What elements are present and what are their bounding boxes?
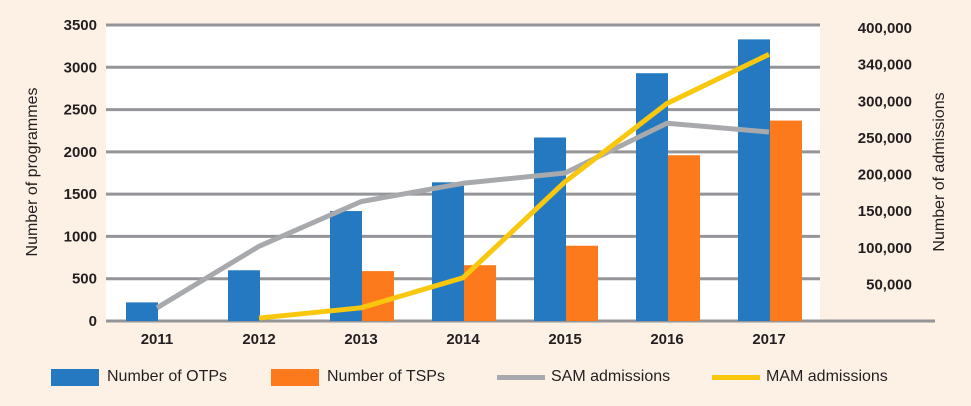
legend-item-sam: SAM admissions: [497, 366, 670, 388]
bar-number-of-otps: [432, 182, 464, 321]
legend: Number of OTPs Number of TSPs SAM admiss…: [0, 366, 971, 388]
bar-number-of-otps: [228, 270, 260, 321]
y-tick-label-left: 1000: [64, 228, 97, 245]
bar-number-of-tsps: [668, 155, 700, 321]
y-tick-label-left: 2500: [64, 102, 97, 119]
y-tick-label-right: 250,000: [858, 130, 912, 147]
bar-number-of-otps: [636, 73, 668, 321]
y-tick-label-right: 100,000: [858, 240, 912, 257]
legend-swatch-tsps: [271, 368, 319, 386]
y-tick-label-right: 200,000: [858, 167, 912, 184]
legend-label-mam: MAM admissions: [766, 368, 888, 385]
x-tick-label: 2016: [650, 331, 683, 348]
x-tick-label: 2013: [344, 331, 377, 348]
x-tick-label: 2017: [752, 331, 785, 348]
bar-number-of-tsps: [770, 120, 802, 322]
legend-item-otps: Number of OTPs: [51, 366, 227, 388]
y-tick-label-right: 300,000: [858, 93, 912, 110]
y-tick-label-left: 500: [72, 271, 97, 288]
bar-number-of-otps: [738, 39, 770, 322]
bar-number-of-tsps: [566, 245, 598, 321]
bar-number-of-tsps: [362, 271, 394, 321]
y-tick-label-left: 2000: [64, 144, 97, 161]
legend-label-otps: Number of OTPs: [107, 368, 228, 385]
y-tick-label-right: 150,000: [858, 203, 912, 220]
x-tick-label: 2015: [548, 331, 581, 348]
line-mam-admissions: [258, 52, 771, 321]
legend-label-sam: SAM admissions: [551, 368, 671, 385]
y-tick-label-left: 1500: [64, 186, 97, 203]
y-tick-label-right: 340,000: [858, 57, 912, 74]
y-tick-label-left: 3000: [64, 59, 97, 76]
legend-swatch-sam: [497, 374, 545, 380]
legend-swatch-mam: [712, 374, 760, 380]
x-tick-label: 2014: [446, 331, 480, 348]
x-tick-label: 2012: [242, 331, 275, 348]
y-tick-label-left: 0: [89, 313, 97, 330]
legend-item-mam: MAM admissions: [712, 366, 888, 388]
y-tick-label-right: 50,000: [866, 276, 912, 293]
legend-label-tsps: Number of TSPs: [327, 368, 445, 385]
legend-item-tsps: Number of TSPs: [271, 366, 445, 388]
bar-number-of-otps: [126, 302, 158, 321]
y-tick-label-left: 3500: [64, 17, 97, 34]
bar-number-of-otps: [534, 137, 566, 321]
bar-number-of-otps: [330, 211, 362, 321]
x-tick-label: 2011: [141, 331, 174, 348]
y-axis-title-left: Number of programmes: [24, 88, 41, 257]
legend-swatch-otps: [51, 368, 99, 386]
y-tick-label-right: 400,000: [858, 20, 912, 37]
y-axis-title-right: Number of admissions: [931, 92, 948, 251]
